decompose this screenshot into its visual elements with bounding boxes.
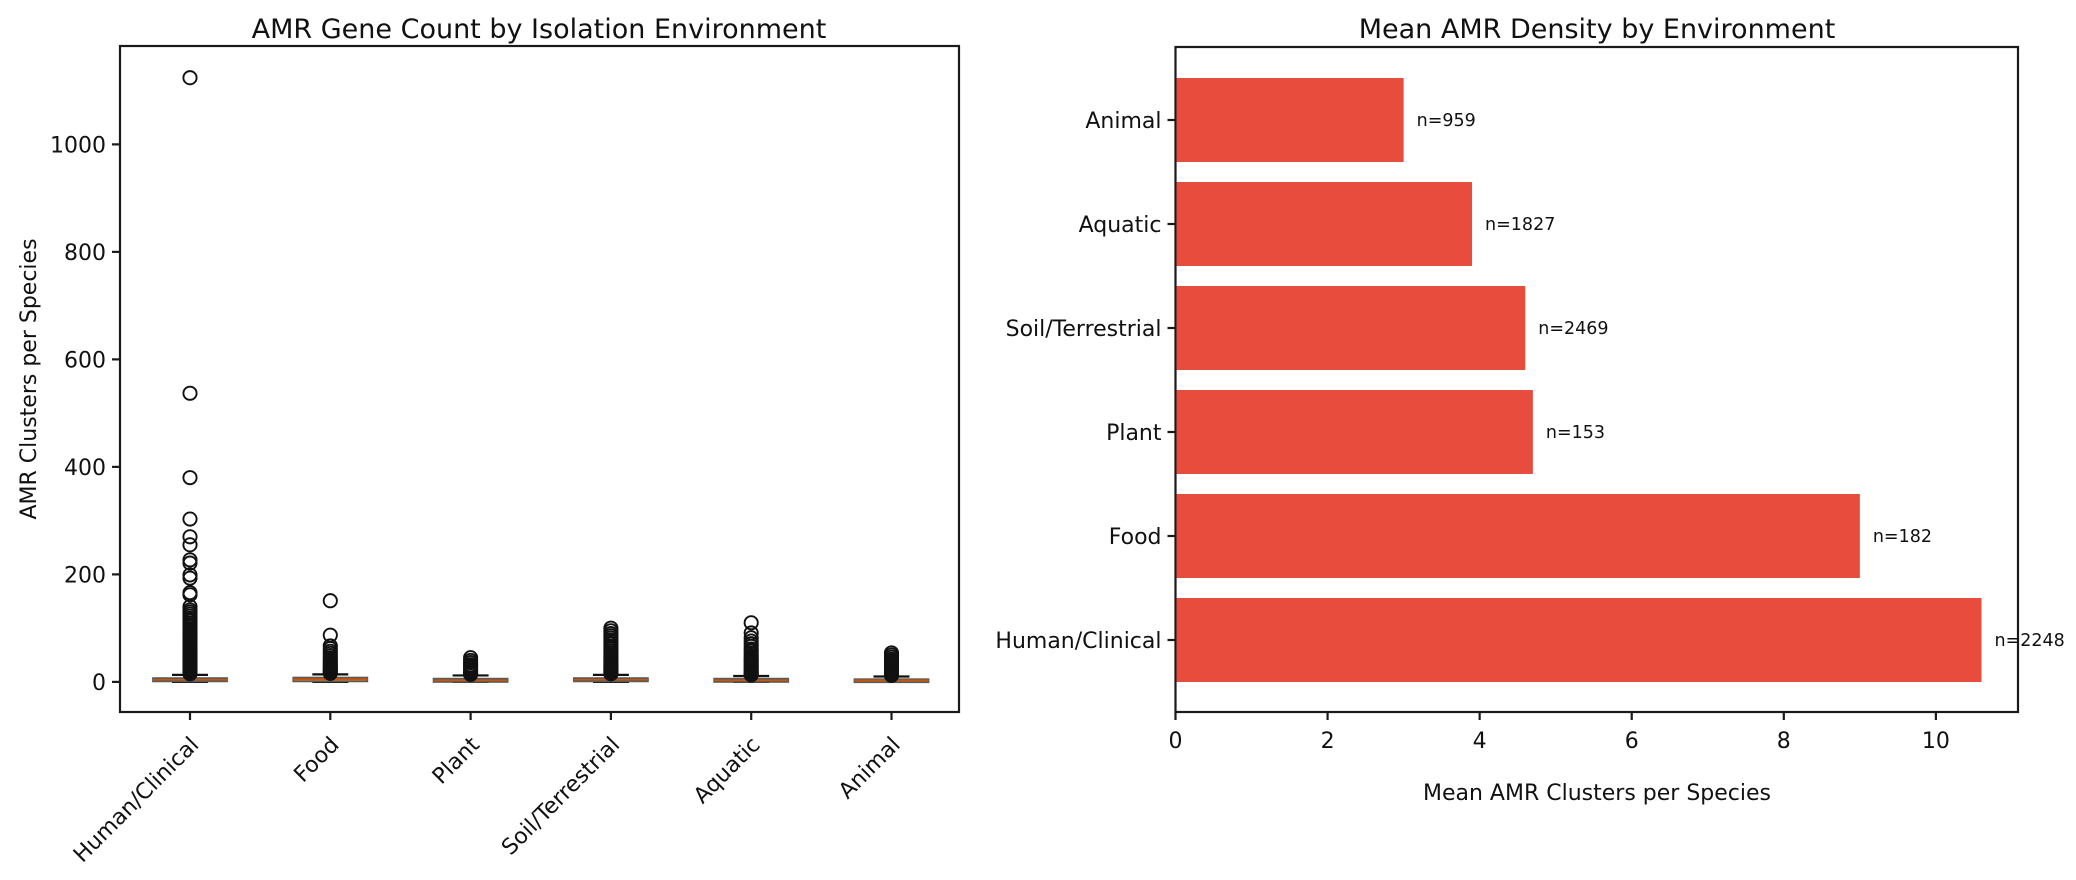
category-tick-label: Plant [1106,421,1162,446]
right-axes-frame [1174,45,2020,714]
outlier-point [322,593,338,609]
bar [1176,182,1473,266]
bar [1176,390,1533,474]
category-tick-label: Aquatic [1079,213,1162,238]
outlier-point [463,666,479,682]
bar-count-label: n=182 [1873,527,1932,547]
bar [1176,598,1982,682]
y-tick-label: 200 [64,563,106,588]
outlier-point [743,615,759,631]
category-tick-label: Animal [834,733,906,805]
category-tick-label: Food [1109,525,1162,550]
outlier-point [743,667,759,683]
x-tick-label: 8 [1777,729,1791,754]
y-tick-label: 600 [64,348,106,373]
x-tick-label: 6 [1625,729,1639,754]
bar-count-label: n=2469 [1538,319,1608,339]
bar-count-label: n=959 [1417,111,1476,131]
category-tick-label: Soil/Terrestrial [1006,317,1162,342]
bar-count-label: n=1827 [1485,215,1555,235]
bar [1176,286,1526,370]
outlier-point [182,587,198,603]
category-tick-label: Animal [1085,109,1161,134]
category-tick-label: Plant [428,732,485,789]
y-tick-label: 0 [92,671,106,696]
category-tick-label: Human/Clinical [69,733,204,868]
bar [1176,78,1404,162]
outlier-point [182,470,198,486]
x-tick-label: 10 [1922,729,1950,754]
category-tick-label: Human/Clinical [995,629,1161,654]
outlier-point [182,537,198,553]
bar-count-label: n=153 [1546,423,1605,443]
bar [1176,494,1860,578]
y-tick-label: 1000 [50,133,106,158]
category-tick-label: Soil/Terrestrial [497,733,625,861]
x-tick-label: 2 [1321,729,1335,754]
category-tick-label: Aquatic [689,733,765,809]
category-tick-label: Food [290,733,345,788]
outlier-point [883,667,900,683]
left-axes-frame [118,44,961,714]
left-chart-title: AMR Gene Count by Isolation Environment [252,14,827,45]
bar-count-label: n=2248 [1995,631,2065,651]
boxplot-panel: 0 200 400 600 800 1000 Human/Clinical Food Plant… [50,44,961,868]
outlier-point [182,570,198,586]
barchart-panel: n=959 Animal n=1827 Aquatic n=2469 Soil/Terre… [995,45,2065,754]
right-x-axis-label: Mean AMR Clusters per Species [1423,781,1771,806]
y-tick-label: 800 [64,241,106,266]
x-tick-label: 4 [1473,729,1487,754]
outlier-point [182,555,198,571]
outlier-point [182,70,198,86]
outlier-point [182,552,198,568]
outlier-point [182,385,198,401]
x-tick-label: 0 [1169,729,1183,754]
outlier-point [182,666,198,682]
outlier-point [182,511,198,527]
outlier-point [322,665,338,681]
right-chart-title: Mean AMR Density by Environment [1359,14,1836,45]
y-tick-label: 400 [64,456,106,481]
outlier-point [603,666,619,682]
left-y-axis-label: AMR Clusters per Species [17,238,42,519]
outlier-point [182,529,198,545]
